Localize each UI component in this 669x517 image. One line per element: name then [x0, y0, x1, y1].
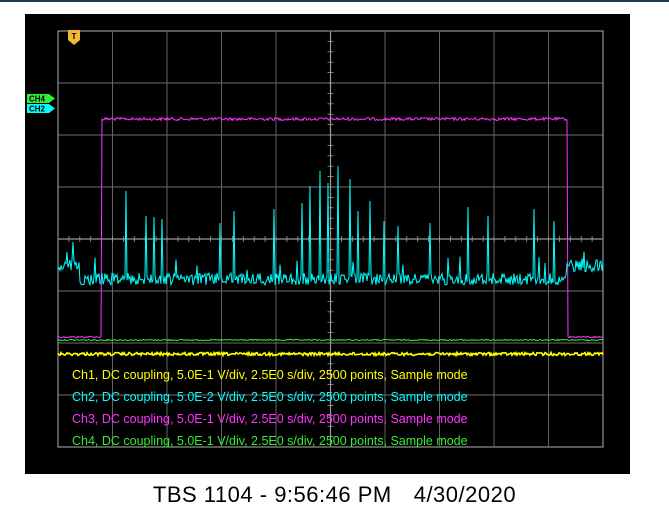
channel-ch2-marker: CH2	[27, 104, 55, 114]
channel-marker-shape	[27, 94, 55, 103]
capture-time: 9:56:46 PM	[274, 482, 392, 507]
channel-marker-label: CH4	[29, 95, 46, 104]
top-rule	[0, 0, 669, 2]
channel-marker-shape	[27, 104, 55, 113]
legend-ch2: Ch2, DC coupling, 5.0E-2 V/div, 2.5E0 s/…	[72, 390, 468, 404]
legend-ch3: Ch3, DC coupling, 5.0E-1 V/div, 2.5E0 s/…	[72, 412, 468, 426]
oscilloscope-screen: T CH4 CH2 Ch1, DC coupling, 5.0E-1 V/div, …	[25, 14, 630, 474]
ch4-waveform	[57, 338, 604, 342]
ch3-waveform	[57, 116, 604, 339]
legend-ch1: Ch1, DC coupling, 5.0E-1 V/div, 2.5E0 s/…	[72, 368, 468, 382]
channel-legend: Ch1, DC coupling, 5.0E-1 V/div, 2.5E0 s/…	[72, 368, 468, 448]
ch2-waveform	[57, 165, 604, 287]
channel-ch4-marker: CH4	[27, 94, 55, 104]
screenshot-caption: TBS 1104 - 9:56:46 PM 4/30/2020	[0, 482, 669, 508]
trigger-marker-shape	[68, 30, 80, 45]
trigger-marker-label: T	[72, 32, 77, 41]
legend-ch4: Ch4, DC coupling, 5.0E-1 V/div, 2.5E0 s/…	[72, 434, 468, 448]
trigger-position-icon: T	[68, 30, 80, 45]
channel-marker-label: CH2	[29, 105, 46, 114]
ch1-waveform	[57, 350, 604, 358]
waveforms	[57, 116, 604, 358]
caption-separator: -	[253, 482, 275, 507]
instrument-model: TBS 1104	[152, 482, 254, 507]
capture-date: 4/30/2020	[413, 482, 517, 507]
graticule	[57, 30, 604, 448]
